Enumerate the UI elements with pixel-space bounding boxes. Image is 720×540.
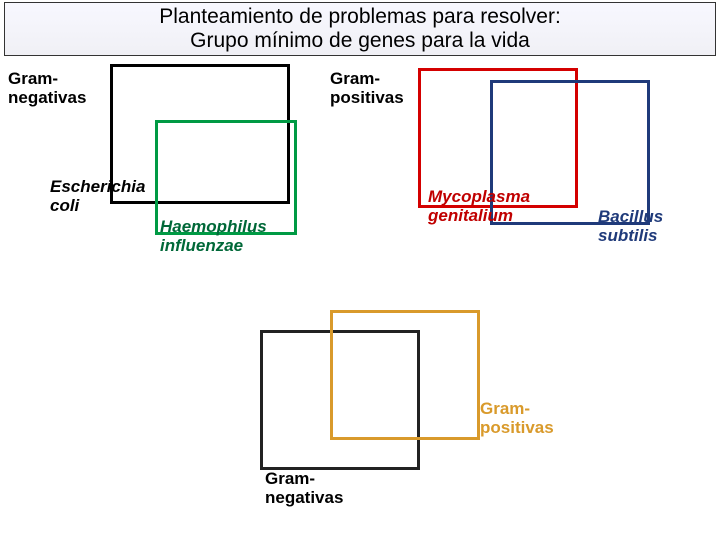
box-orange-bottom	[330, 310, 480, 440]
title-box: Planteamiento de problemas para resolver…	[4, 2, 716, 56]
label-m-genitalium: Mycoplasmagenitalium	[428, 188, 530, 225]
label-gram-neg-top: Gram-negativas	[8, 70, 86, 107]
label-gram-pos-bottom: Gram-positivas	[480, 400, 554, 437]
label-e-coli: Escherichiacoli	[50, 178, 145, 215]
title-line1: Planteamiento de problemas para resolver…	[159, 5, 561, 29]
label-h-influenzae: Haemophilusinfluenzae	[160, 218, 267, 255]
label-gram-neg-bottom: Gram-negativas	[265, 470, 343, 507]
title-line2: Grupo mínimo de genes para la vida	[190, 29, 530, 53]
label-b-subtilis: Bacillussubtilis	[598, 208, 663, 245]
label-gram-pos-top: Gram-positivas	[330, 70, 404, 107]
